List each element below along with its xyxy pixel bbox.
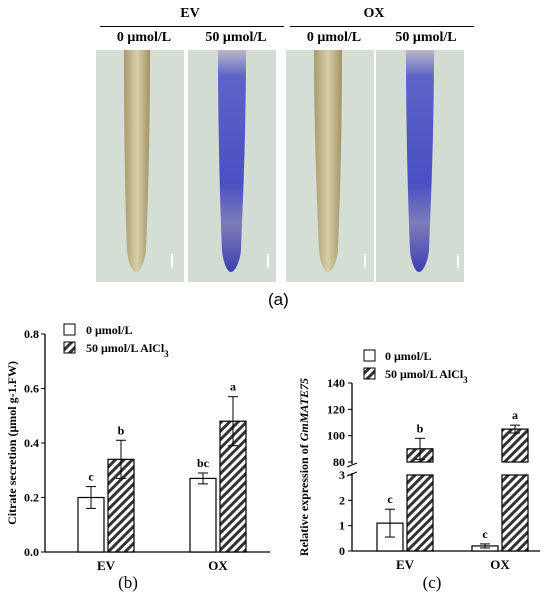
group-label-ev: EV xyxy=(180,6,200,21)
legend-label: 50 μmol/L AlCl3 xyxy=(385,367,468,385)
y-tick-label: 0.4 xyxy=(24,436,39,450)
chart-citrate: 0.0 0.2 0.4 0.6 0.8 Citrate secretion (μmol g… xyxy=(5,323,270,592)
y-tick-label: 3 xyxy=(339,468,345,482)
bar xyxy=(501,428,529,463)
legend-label: 50 μmol/L AlCl3 xyxy=(86,341,169,359)
y-tick-label: 120 xyxy=(327,402,345,416)
root-photo-ox-0 xyxy=(286,50,374,282)
root-photo-ox-50 xyxy=(376,50,464,282)
y-tick-label: 0.8 xyxy=(24,327,39,341)
legend-label: 0 μmol/L xyxy=(385,349,431,363)
treatment-label-1: 0 μmol/L xyxy=(116,30,172,45)
group-rule-ox xyxy=(290,26,474,27)
treatment-label-3: 0 μmol/L xyxy=(306,30,362,45)
bar-lower-segment xyxy=(406,474,434,552)
y-axis-label: Citrate secretion (μmol g-1.FW) xyxy=(5,361,19,525)
legend-swatch xyxy=(63,323,76,336)
chart-expression: 0 1 2 380 100 120 140 Relative expression of Gm… xyxy=(297,349,540,592)
x-tick-label: OX xyxy=(490,557,510,572)
x-tick-label: EV xyxy=(396,557,415,572)
legend-swatch xyxy=(363,367,376,380)
significance-letter: a xyxy=(512,408,518,422)
panel-label-a: (a) xyxy=(268,290,289,309)
group-label-ox: OX xyxy=(363,6,385,21)
y-tick-label: 80 xyxy=(333,455,345,469)
significance-letter: b xyxy=(118,423,125,437)
significance-letter: c xyxy=(387,492,393,506)
y-tick-label: 0.6 xyxy=(24,382,39,396)
y-tick-label: 140 xyxy=(327,376,345,390)
x-tick-label: EV xyxy=(97,558,116,573)
axis-break-mark xyxy=(346,462,358,468)
significance-letter: bc xyxy=(197,456,210,470)
legend-swatch xyxy=(363,349,376,362)
root-photo-ev-0 xyxy=(96,50,184,282)
treatment-label-2: 50 μmol/L xyxy=(205,30,267,45)
y-tick-label: 1 xyxy=(339,519,345,533)
x-tick-label: OX xyxy=(208,558,228,573)
significance-letter: b xyxy=(417,421,424,435)
legend-swatch xyxy=(63,341,76,354)
y-tick-label: 2 xyxy=(339,493,345,507)
bar-lower-segment xyxy=(501,474,529,552)
significance-letter: a xyxy=(230,380,236,394)
treatment-label-4: 50 μmol/L xyxy=(395,30,457,45)
y-tick-label: 0.0 xyxy=(24,545,39,559)
legend-label: 0 μmol/L xyxy=(86,323,132,337)
y-tick-label: 0.2 xyxy=(24,491,39,505)
bar xyxy=(189,477,217,553)
group-rule-ev xyxy=(100,26,284,27)
y-tick-label: 100 xyxy=(327,429,345,443)
y-tick-label: 0 xyxy=(339,544,345,558)
root-photo-ev-50 xyxy=(188,50,276,282)
panel-label-c: (c) xyxy=(423,573,442,592)
panel-label-b: (b) xyxy=(118,573,138,592)
significance-letter: c xyxy=(88,470,94,484)
y-axis-label: Relative expression of GmMATE75 xyxy=(297,378,311,556)
significance-letter: c xyxy=(482,527,488,541)
